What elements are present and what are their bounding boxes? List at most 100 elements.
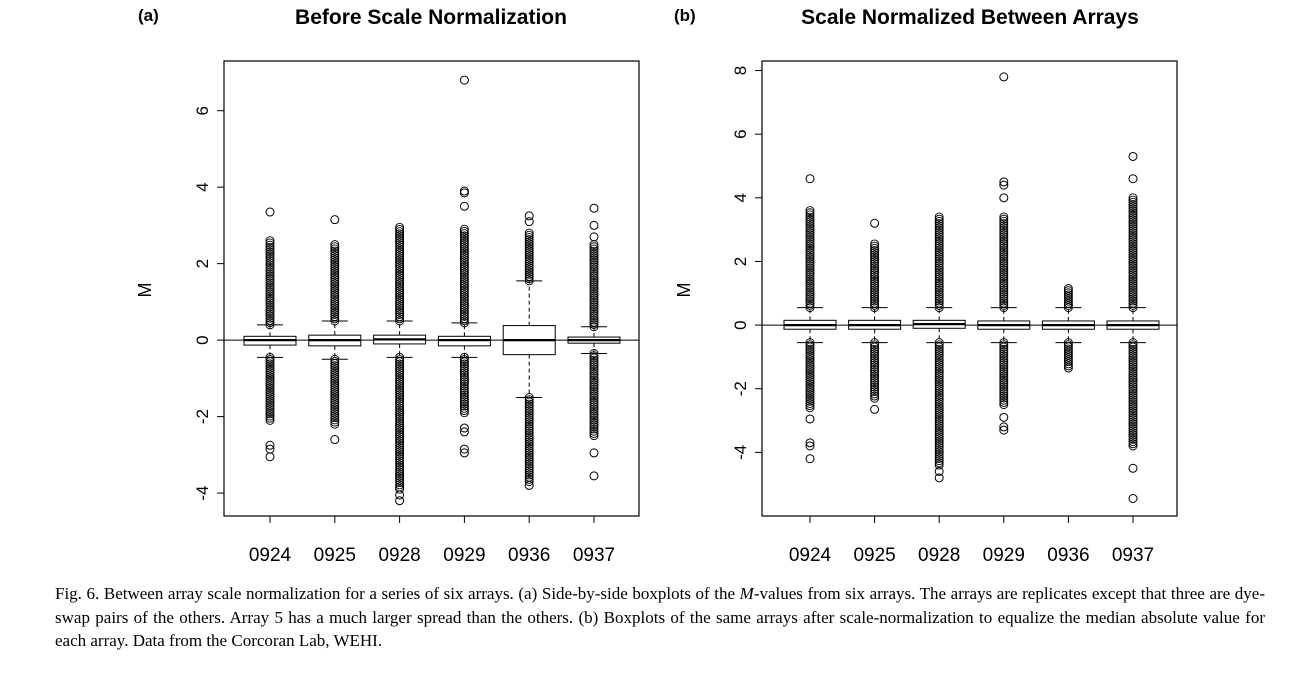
outlier-lower bbox=[589, 413, 599, 423]
outlier-lower bbox=[395, 454, 405, 463]
outlier-lower bbox=[395, 416, 405, 426]
outlier-upper bbox=[1128, 243, 1138, 253]
outlier-lower bbox=[395, 462, 405, 472]
outlier-upper bbox=[330, 242, 340, 252]
outlier-lower bbox=[330, 415, 340, 425]
outlier-lower bbox=[805, 372, 815, 382]
outlier-point bbox=[870, 404, 880, 414]
outlier-upper bbox=[805, 272, 815, 282]
outlier-lower bbox=[459, 359, 469, 369]
outlier-lower bbox=[805, 385, 815, 395]
outlier-upper bbox=[459, 231, 469, 241]
outlier-upper bbox=[265, 262, 275, 272]
outlier-upper bbox=[589, 246, 599, 256]
outlier-upper bbox=[870, 276, 880, 286]
outlier-lower bbox=[934, 414, 944, 424]
outlier-upper bbox=[395, 253, 405, 263]
outlier-lower bbox=[589, 431, 599, 441]
outlier-upper bbox=[999, 234, 1009, 244]
outlier-upper bbox=[870, 248, 880, 258]
plot-frame-a bbox=[223, 60, 640, 517]
outlier-upper bbox=[330, 296, 340, 306]
outlier-lower bbox=[265, 400, 275, 410]
outlier-upper bbox=[524, 276, 534, 286]
outlier-upper bbox=[589, 315, 599, 325]
outlier-lower bbox=[1063, 355, 1073, 365]
outlier-point bbox=[265, 452, 275, 462]
outlier-lower bbox=[805, 394, 815, 404]
outlier-lower bbox=[524, 412, 534, 422]
outlier-lower bbox=[395, 464, 405, 474]
outlier-upper bbox=[934, 256, 944, 266]
outlier-upper bbox=[265, 278, 275, 288]
outlier-upper bbox=[395, 257, 405, 267]
outlier-lower bbox=[589, 351, 599, 361]
outlier-upper bbox=[1128, 281, 1138, 291]
outlier-upper bbox=[870, 263, 880, 273]
outlier-upper bbox=[265, 238, 275, 248]
outlier-lower bbox=[1128, 375, 1138, 385]
outlier-upper bbox=[1128, 250, 1138, 260]
outlier-lower bbox=[395, 392, 405, 402]
outlier-lower bbox=[395, 372, 405, 382]
outlier-lower bbox=[395, 469, 405, 479]
outlier-upper bbox=[805, 210, 815, 220]
outlier-lower bbox=[330, 408, 340, 418]
outlier-lower bbox=[805, 355, 815, 365]
outlier-upper bbox=[589, 300, 599, 309]
box-a-0928 bbox=[373, 222, 427, 506]
outlier-lower bbox=[330, 413, 340, 423]
outlier-upper bbox=[589, 280, 599, 289]
outlier-upper bbox=[459, 237, 469, 247]
outlier-upper bbox=[459, 294, 469, 304]
outlier-lower bbox=[330, 374, 340, 384]
outlier-lower bbox=[395, 381, 405, 391]
outlier-lower bbox=[805, 370, 815, 380]
outlier-lower bbox=[999, 384, 1009, 394]
outlier-upper bbox=[1063, 284, 1073, 293]
outlier-upper bbox=[265, 309, 275, 319]
outlier-lower bbox=[1128, 351, 1138, 361]
outlier-lower bbox=[1128, 430, 1138, 440]
outlier-upper bbox=[934, 278, 944, 288]
outlier-lower bbox=[395, 445, 405, 455]
outlier-upper bbox=[265, 320, 275, 330]
outlier-upper bbox=[1128, 237, 1138, 247]
outlier-upper bbox=[395, 286, 405, 295]
outlier-lower bbox=[395, 440, 405, 450]
outlier-lower bbox=[459, 401, 469, 411]
outlier-lower bbox=[589, 382, 599, 392]
outlier-lower bbox=[589, 353, 599, 363]
outlier-upper bbox=[395, 255, 405, 265]
outlier-lower bbox=[459, 392, 469, 402]
outlier-lower bbox=[524, 441, 534, 451]
outlier-upper bbox=[265, 289, 275, 299]
outlier-lower bbox=[934, 395, 944, 404]
outlier-upper bbox=[524, 256, 534, 266]
outlier-upper bbox=[805, 221, 815, 231]
outlier-upper bbox=[330, 309, 340, 319]
outlier-lower bbox=[1128, 408, 1138, 418]
outlier-lower bbox=[934, 397, 944, 407]
outlier-upper bbox=[459, 263, 469, 273]
outlier-upper bbox=[934, 289, 944, 299]
outlier-lower bbox=[999, 373, 1009, 383]
outlier-lower bbox=[330, 402, 340, 412]
outlier-upper bbox=[459, 272, 469, 282]
outlier-lower bbox=[330, 359, 340, 369]
outlier-upper bbox=[934, 230, 944, 240]
outlier-upper bbox=[395, 242, 405, 252]
outlier-upper bbox=[265, 258, 275, 268]
outlier-lower bbox=[395, 460, 405, 470]
outlier-upper bbox=[330, 312, 340, 322]
outlier-lower bbox=[1128, 404, 1138, 414]
outlier-point bbox=[1128, 494, 1138, 503]
outlier-lower bbox=[330, 400, 340, 410]
outlier-lower bbox=[330, 369, 340, 379]
outlier-point bbox=[589, 203, 599, 213]
figure: (a) Before Scale Normalization M -4 -2 0 2 4… bbox=[135, 6, 1178, 566]
outlier-upper bbox=[999, 265, 1009, 275]
outlier-upper bbox=[934, 274, 944, 284]
outlier-upper bbox=[459, 309, 469, 319]
outlier-lower bbox=[1063, 363, 1073, 373]
